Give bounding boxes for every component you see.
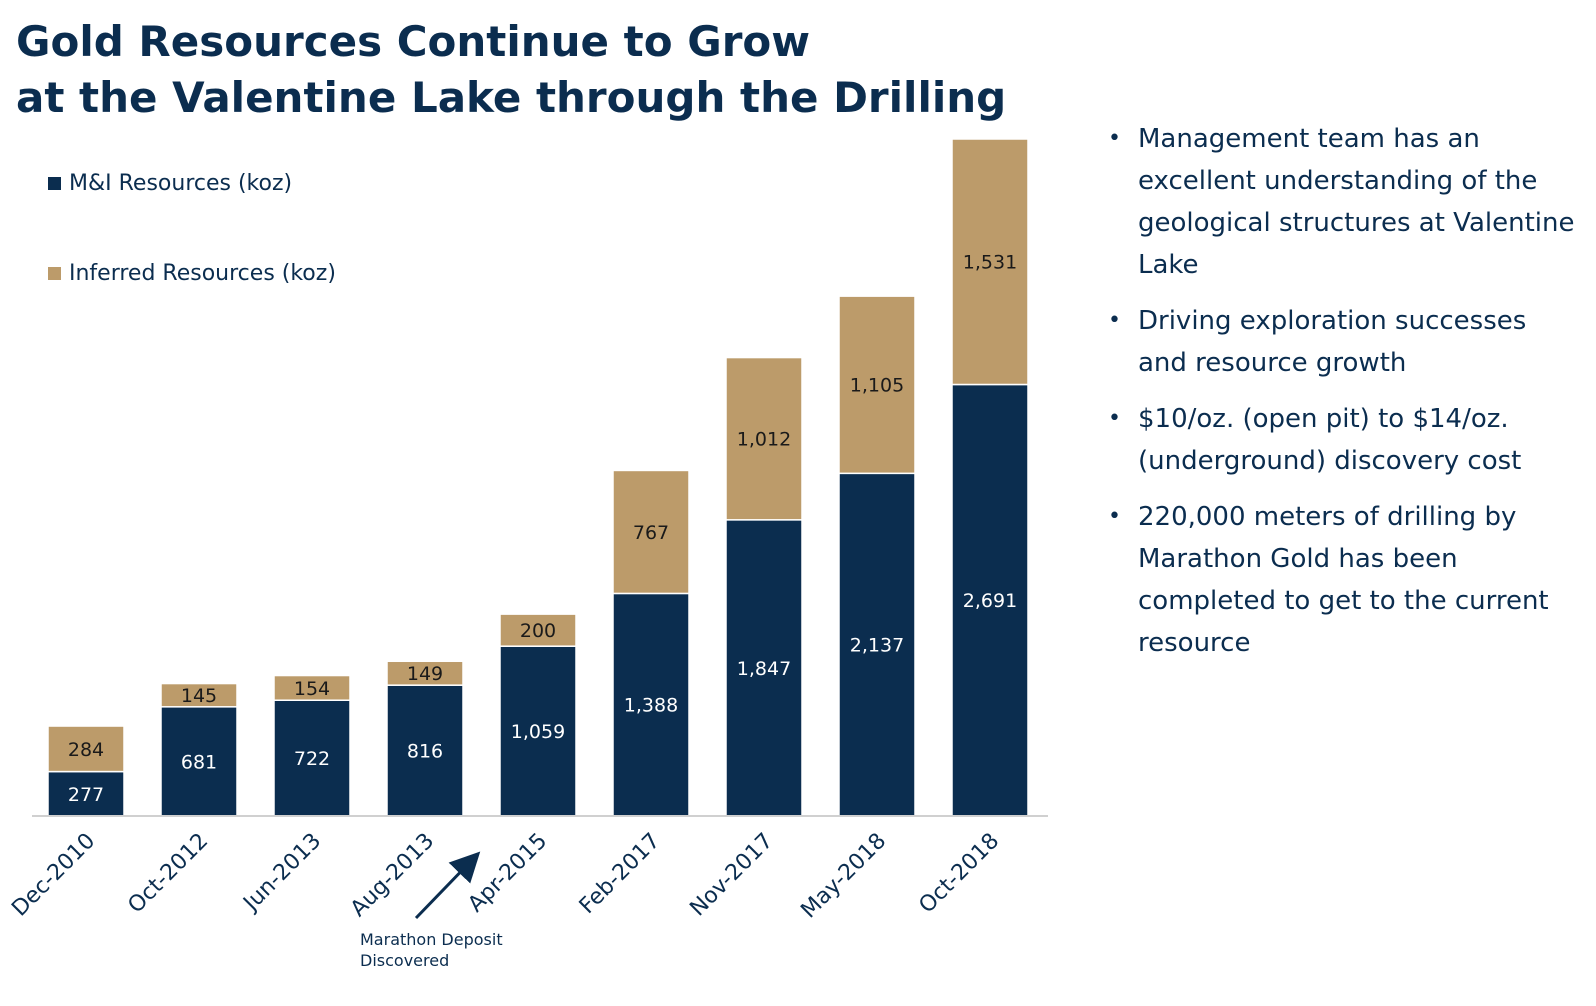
bar-mi: [160, 706, 238, 817]
data-label-inferred: 767: [633, 522, 669, 544]
bullet-dot: •: [1108, 308, 1121, 333]
bar-mi: [499, 645, 577, 817]
x-tick-label: Nov-2017: [685, 829, 778, 922]
data-label-inferred: 145: [181, 685, 217, 707]
bullet-item: • Management team has an excellent unders…: [1108, 118, 1582, 286]
x-tick-label: Feb-2017: [575, 829, 665, 919]
legend-label-inferred: Inferred Resources (koz): [69, 261, 336, 286]
data-label-inferred: 1,105: [850, 375, 904, 397]
data-label-mi: 277: [68, 784, 104, 806]
bar-inferred: [47, 725, 125, 773]
x-tick-label: May-2018: [796, 829, 891, 924]
x-tick-labels: Dec-2010 Oct-2012 Jun-2013 Aug-2013 Apr-2015…: [7, 829, 1004, 924]
data-label-mi: 1,388: [624, 695, 678, 717]
data-label-inferred: 154: [294, 678, 330, 700]
bar-inferred: [612, 469, 690, 595]
data-label-inferred: 284: [68, 739, 104, 761]
x-tick-label: Jun-2013: [238, 829, 327, 918]
bar-inferred: [273, 674, 351, 701]
data-label-inferred: 1,531: [963, 252, 1017, 274]
bar-mi: [725, 519, 803, 817]
bar-inferred: [499, 613, 577, 647]
bullet-text: 220,000 meters of drilling by Marathon G…: [1138, 502, 1549, 658]
bullet-item: • Driving exploration successes and resou…: [1108, 300, 1582, 384]
bullet-item: • $10/oz. (open pit) to $14/oz. (undergro…: [1108, 398, 1582, 482]
annotation-line-1: Marathon Deposit: [360, 930, 503, 949]
data-label-mi: 1,847: [737, 658, 791, 680]
bullet-item: • 220,000 meters of drilling by Marathon …: [1108, 496, 1582, 664]
bar-mi: [47, 770, 125, 817]
x-tick-label: Oct-2018: [914, 829, 1004, 919]
page-title: Gold Resources Continue to Grow at the V…: [16, 14, 1006, 126]
data-label-mi: 2,691: [963, 590, 1017, 612]
discovery-arrow: [414, 851, 481, 920]
data-label-mi: 681: [181, 751, 217, 773]
legend-swatch-mi: [48, 177, 61, 190]
data-label-mi: 816: [407, 741, 443, 763]
bar-inferred: [951, 138, 1029, 386]
data-label-mi: 2,137: [850, 635, 904, 657]
x-tick-label: Dec-2010: [7, 829, 100, 922]
bar-mi: [273, 699, 351, 817]
data-label-mi: 1,059: [511, 721, 565, 743]
title-line-2: at the Valentine Lake through the Drilli…: [16, 73, 1007, 122]
bars-group: 277 284 681 145 722 154 816 149 1,059 200 1,388 767…: [47, 138, 1029, 817]
data-label-mi: 722: [294, 748, 330, 770]
bar-mi: [838, 472, 916, 817]
bar-inferred: [160, 682, 238, 708]
bullet-dot: •: [1108, 504, 1121, 529]
bullet-dot: •: [1108, 126, 1121, 151]
stacked-bar-chart: 277 284 681 145 722 154 816 149 1,059 200 1,388 767…: [7, 138, 1048, 970]
data-label-inferred: 200: [520, 620, 556, 642]
bullet-dot: •: [1108, 406, 1121, 431]
legend-item-mi: M&I Resources (koz): [48, 171, 292, 196]
legend-label-mi: M&I Resources (koz): [69, 171, 293, 196]
bar-mi: [951, 383, 1029, 817]
x-tick-label: Oct-2012: [123, 829, 213, 919]
bullet-text: Driving exploration successes and resour…: [1138, 306, 1527, 378]
bar-inferred: [386, 660, 464, 686]
bar-mi: [386, 684, 464, 817]
data-label-inferred: 149: [407, 663, 443, 685]
legend-item-inferred: Inferred Resources (koz): [48, 261, 336, 286]
bullet-text: Management team has an excellent underst…: [1138, 124, 1575, 280]
bar-inferred: [838, 295, 916, 475]
bullet-text: $10/oz. (open pit) to $14/oz. (undergrou…: [1138, 404, 1522, 476]
data-label-inferred: 1,012: [737, 429, 791, 451]
x-tick-label: Apr-2015: [463, 829, 552, 918]
bullet-list: • Management team has an excellent unders…: [1108, 118, 1582, 678]
legend-swatch-inferred: [48, 267, 61, 280]
title-line-1: Gold Resources Continue to Grow: [16, 17, 811, 66]
annotation-line-2: Discovered: [360, 951, 449, 970]
bar-inferred: [725, 356, 803, 521]
